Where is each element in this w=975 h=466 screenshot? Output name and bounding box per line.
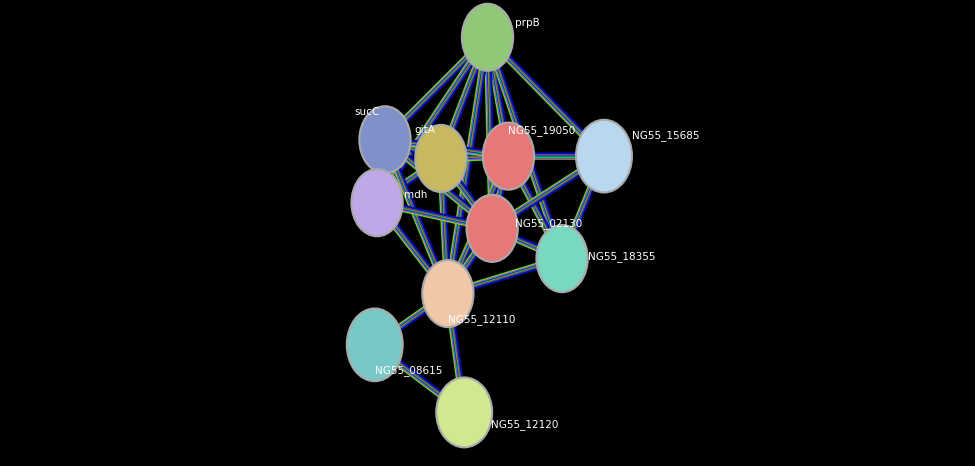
Ellipse shape — [360, 106, 410, 173]
Text: NG55_08615: NG55_08615 — [374, 365, 442, 376]
Ellipse shape — [351, 169, 403, 236]
Ellipse shape — [422, 260, 474, 327]
Text: sucC: sucC — [354, 107, 379, 117]
Text: NG55_12120: NG55_12120 — [491, 418, 559, 430]
Ellipse shape — [436, 377, 492, 447]
Text: gitA: gitA — [414, 125, 435, 136]
Ellipse shape — [483, 123, 534, 190]
Ellipse shape — [576, 120, 632, 192]
Ellipse shape — [415, 125, 466, 192]
Text: NG55_02130: NG55_02130 — [516, 218, 583, 229]
Ellipse shape — [347, 308, 403, 381]
Ellipse shape — [536, 225, 588, 292]
Ellipse shape — [466, 195, 518, 262]
Text: NG55_15685: NG55_15685 — [632, 130, 699, 141]
Text: NG55_18355: NG55_18355 — [588, 251, 655, 262]
Text: NG55_12110: NG55_12110 — [448, 314, 515, 325]
Text: prpB: prpB — [515, 18, 539, 28]
Text: mdh: mdh — [404, 190, 427, 200]
Ellipse shape — [462, 4, 513, 71]
Text: NG55_19050: NG55_19050 — [509, 125, 575, 136]
